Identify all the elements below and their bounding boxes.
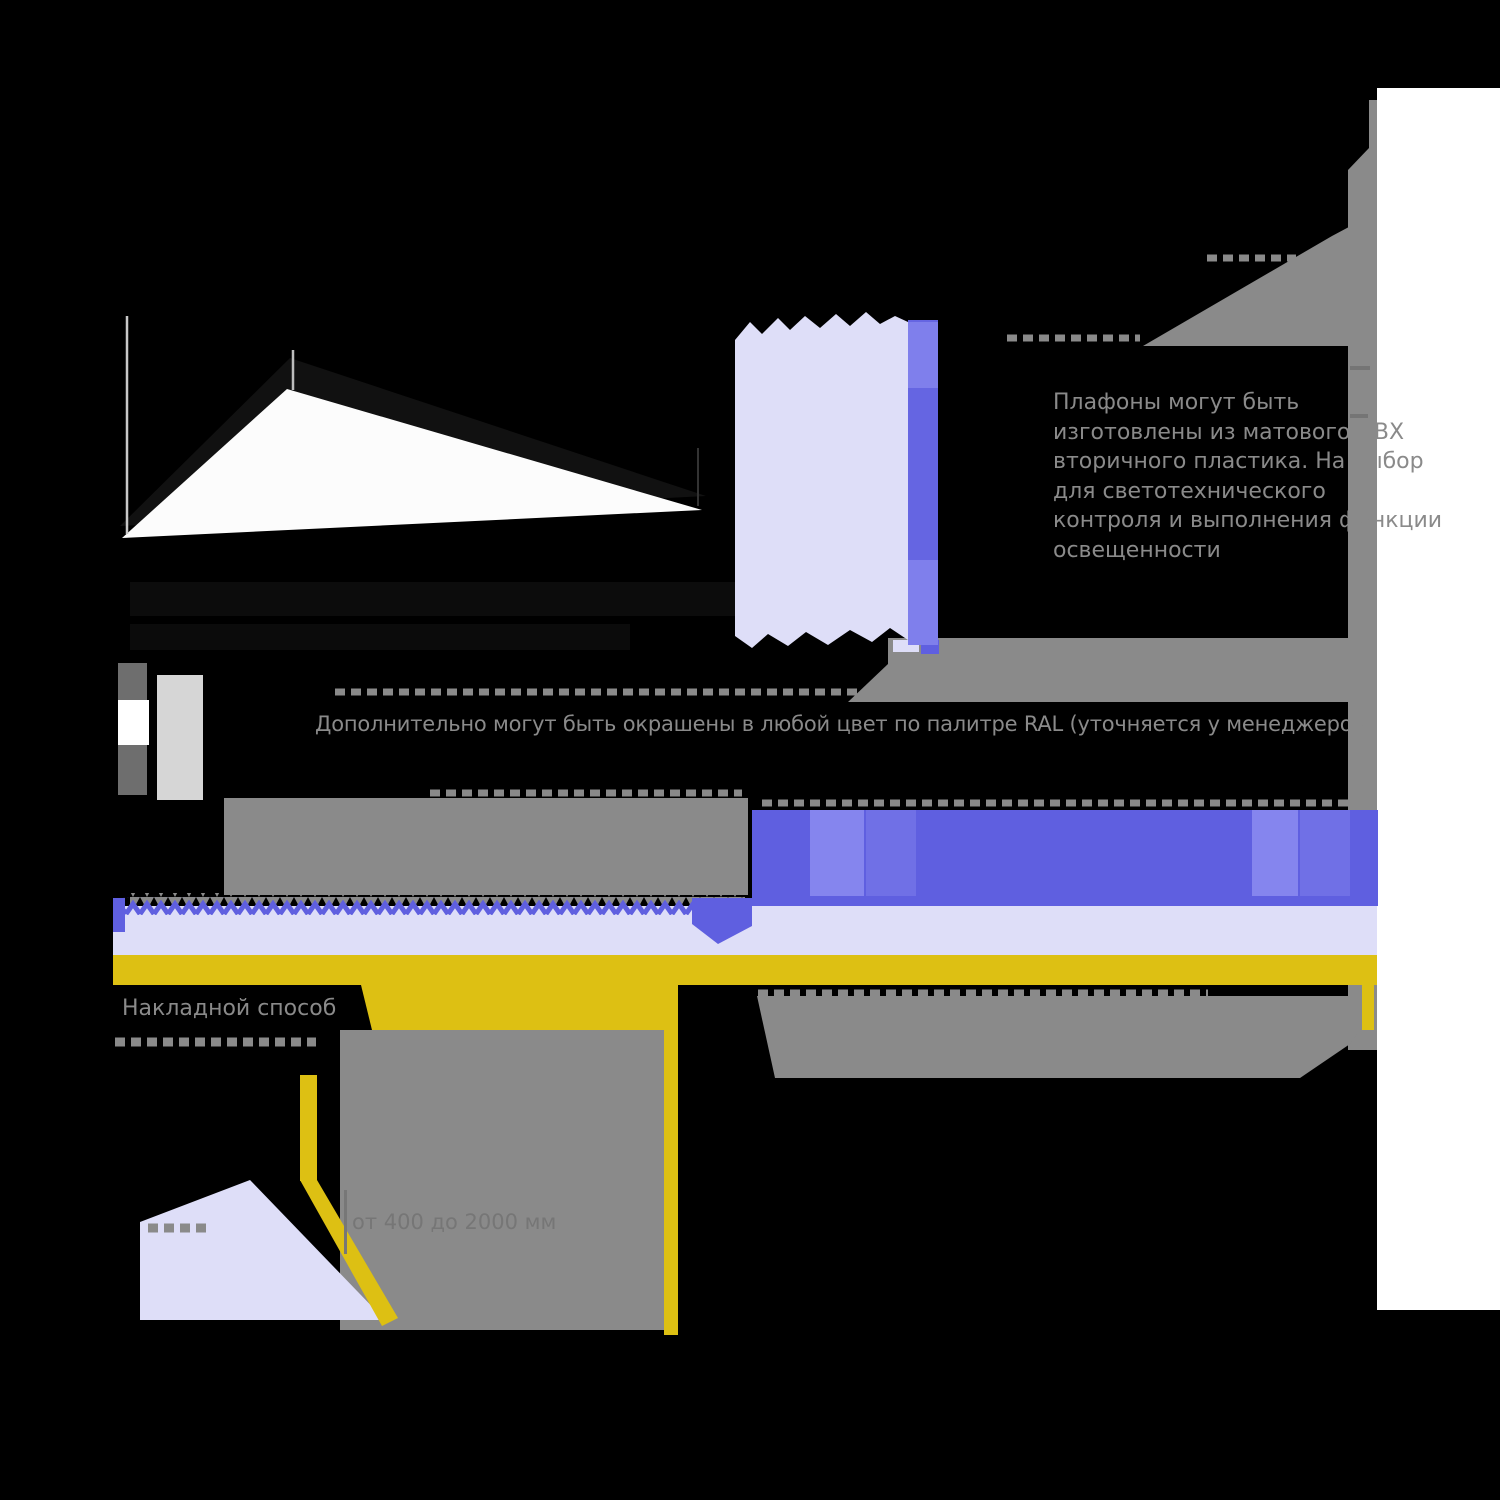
panel-bottom-face	[122, 389, 702, 538]
suspended-panel-illustration	[120, 316, 706, 538]
spec-line: для светотехнического	[1053, 478, 1326, 504]
ral-note: Дополнительно могут быть окрашены в любо…	[315, 712, 1373, 736]
yellow-diagonal	[300, 1180, 398, 1326]
yellow-band	[113, 955, 1377, 1335]
yellow-extension	[361, 985, 664, 1030]
spec-paragraph: Плафоны могут быть изготовлены из матово…	[1053, 388, 1442, 565]
gray-block-bottom	[340, 1030, 664, 1330]
left-swatch-widgets	[118, 663, 203, 800]
yellow-vertical-short	[300, 1075, 317, 1181]
blue-zigzag-strip	[122, 897, 752, 944]
spec-line: контроля и выполнения функции	[1053, 508, 1443, 533]
size-range-label: от 400 до 2000 мм	[352, 1210, 557, 1234]
spec-line: Плафоны могут быть	[1053, 390, 1300, 415]
gray-mid-block	[848, 638, 1348, 702]
spec-line: освещенности	[1053, 537, 1221, 563]
text-remnant-dashes	[115, 254, 1370, 1233]
gray-wedge	[1143, 212, 1377, 346]
mounting-diagram	[140, 1075, 398, 1326]
spec-line: вторичного пластика. На выбор	[1053, 449, 1424, 474]
blue-profile-bar	[752, 810, 1378, 906]
white-swatch	[118, 700, 149, 745]
yellow-right-bit	[1362, 985, 1374, 1030]
mounting-method-label: Накладной способ	[122, 996, 337, 1021]
yellow-vertical-line	[664, 985, 678, 1335]
lavender-panel-shape	[735, 312, 938, 648]
light-gray-swatch	[157, 675, 203, 800]
white-column	[1377, 88, 1500, 1310]
dimension-leader-line	[344, 1190, 347, 1254]
lavender-plane	[140, 1180, 385, 1320]
gray-block-right	[757, 996, 1374, 1078]
hidden-heading-remnant	[130, 582, 760, 650]
spec-line: изготовлены из матового ПВХ	[1053, 419, 1405, 445]
blue-connector	[692, 898, 752, 944]
